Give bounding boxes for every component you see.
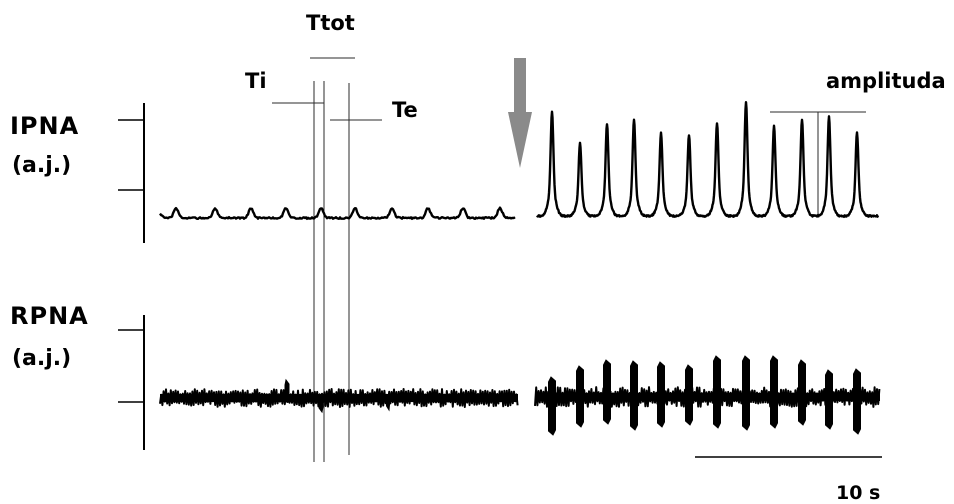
rpna-burst-spike bbox=[657, 361, 665, 428]
ipna-scale-bar bbox=[118, 103, 145, 243]
nerve-traces bbox=[159, 101, 881, 436]
te-label: Te bbox=[392, 98, 418, 122]
ipna-trace-label: IPNA bbox=[10, 112, 79, 140]
rpna-burst-spike bbox=[742, 355, 750, 431]
ipna-trace-response bbox=[536, 101, 880, 218]
rpna-trace-label: RPNA bbox=[10, 302, 89, 330]
rpna-noise-spike bbox=[318, 394, 324, 414]
rpna-burst-spike bbox=[548, 376, 556, 436]
rpna-burst-spike bbox=[630, 360, 638, 431]
ipna-unit-label: (a.j.) bbox=[12, 153, 71, 178]
rpna-scale-bar bbox=[118, 315, 145, 450]
rpna-unit-label: (a.j.) bbox=[12, 346, 71, 371]
time-scale-label: 10 s bbox=[836, 482, 880, 504]
ti-label: Ti bbox=[245, 69, 267, 93]
rpna-burst-spike bbox=[603, 359, 611, 425]
amplitude-marker bbox=[770, 111, 866, 214]
rpna-burst-spike bbox=[798, 359, 806, 426]
ttot-label: Ttot bbox=[306, 11, 355, 35]
rpna-burst-spike bbox=[825, 369, 833, 430]
rpna-noise-spike bbox=[386, 394, 390, 412]
rpna-trace-control bbox=[159, 388, 519, 408]
rpna-trace-response bbox=[534, 386, 881, 408]
rpna-noise-spike bbox=[284, 378, 290, 404]
rpna-burst-spike bbox=[713, 355, 721, 429]
rpna-burst-spike bbox=[576, 365, 584, 428]
rpna-burst-spike bbox=[770, 355, 778, 429]
amplitude-label: amplituda bbox=[826, 69, 946, 93]
rpna-burst-spike bbox=[853, 368, 861, 435]
rpna-burst-spike bbox=[685, 364, 693, 426]
ipna-trace-control bbox=[159, 206, 516, 220]
down-arrow-icon bbox=[508, 58, 532, 168]
